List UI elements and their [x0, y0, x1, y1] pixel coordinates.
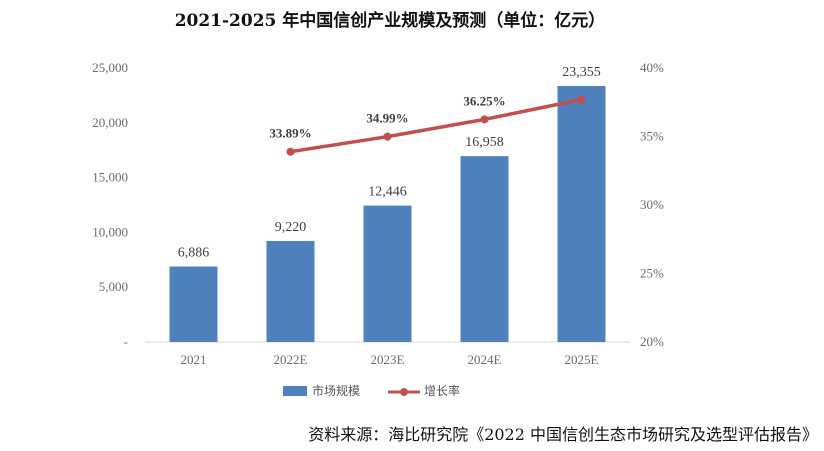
growth-rate-line: [290, 97, 582, 154]
y-right-tick-label: 35%: [640, 129, 664, 144]
bar: [266, 240, 315, 342]
bar: [363, 205, 412, 342]
x-tick-label: 2025E: [565, 352, 599, 367]
bar: [460, 156, 509, 342]
legend: 市场规模 增长率: [283, 383, 460, 398]
bar-value-label: 23,355: [562, 65, 601, 80]
growth-rate-label: 36.25%: [463, 93, 505, 108]
axes-group: - 5,000 10,000 15,000 20,000 25,000 20% 25% 30% 3…: [92, 60, 664, 367]
y-left-tick-label: 25,000: [92, 60, 128, 75]
x-tick-label: 2021: [181, 352, 207, 367]
source-note: 资料来源：海比研究院《2022 中国信创生态市场研究及选型评估报告》: [308, 425, 818, 444]
legend-line-label: 增长率: [424, 383, 460, 398]
bar: [169, 266, 218, 342]
growth-line-group: [286, 95, 586, 156]
bar: [557, 86, 606, 342]
data-labels-group: 6,886 9,220 12,446 16,958 23,355 33.89% 34.99%…: [178, 65, 601, 261]
legend-line-marker: [400, 388, 408, 396]
bar-value-label: 16,958: [465, 135, 504, 150]
bar-value-label: 6,886: [178, 246, 210, 261]
bar-value-label: 9,220: [275, 220, 307, 235]
y-left-tick-label: 5,000: [99, 279, 128, 294]
x-tick-label: 2022E: [274, 352, 308, 367]
growth-rate-point: [383, 132, 392, 141]
growth-rate-point: [480, 115, 489, 124]
y-left-tick-label: 20,000: [92, 115, 128, 130]
growth-rate-label: 34.99%: [366, 111, 408, 126]
y-left-tick-label: 10,000: [92, 224, 128, 239]
growth-rate-point: [286, 147, 295, 156]
y-right-tick-label: 20%: [640, 334, 664, 349]
legend-bar-swatch: [283, 386, 307, 396]
growth-rate-point: [577, 95, 586, 104]
y-right-tick-label: 30%: [640, 197, 664, 212]
growth-rate-label: 33.89%: [269, 126, 311, 141]
y-right-tick-label: 25%: [640, 266, 664, 281]
x-tick-label: 2024E: [468, 352, 502, 367]
y-right-tick-label: 40%: [640, 60, 664, 75]
bar-value-label: 12,446: [368, 185, 407, 200]
legend-bar-label: 市场规模: [312, 383, 360, 398]
y-left-tick-label: 15,000: [92, 170, 128, 185]
bars-group: [169, 86, 606, 342]
x-tick-label: 2023E: [371, 352, 405, 367]
chart-title: 2021-2025 年中国信创产业规模及预测（单位：亿元）: [174, 11, 606, 31]
y-left-tick-label: -: [124, 334, 128, 349]
